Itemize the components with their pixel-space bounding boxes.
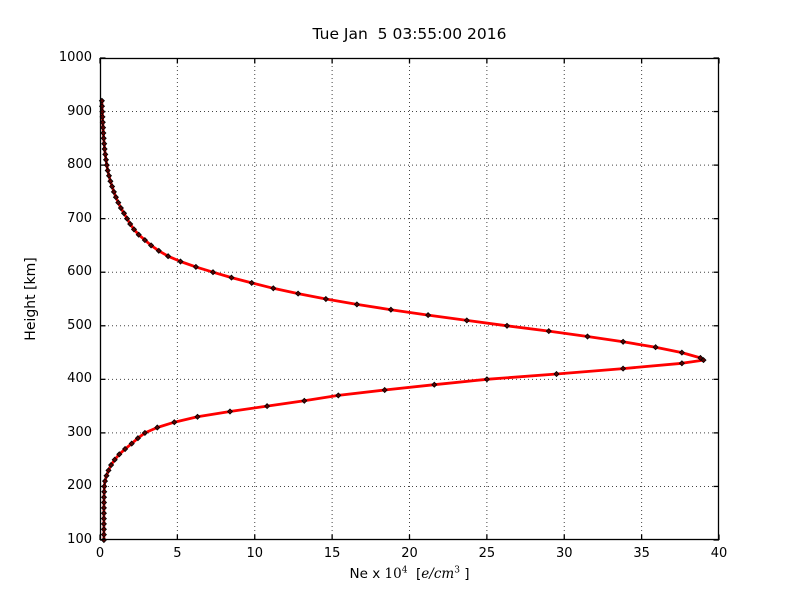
data-point-markers [98, 97, 707, 544]
x-tick-label: 5 [173, 546, 182, 561]
x-tick-label: 15 [323, 546, 341, 561]
x-tick-label: 40 [710, 546, 728, 561]
x-axis-label-exponent: 4 [401, 565, 408, 576]
y-tick-label: 400 [67, 371, 92, 387]
profile-line-chart [98, 57, 720, 544]
x-tick-label: 30 [555, 546, 573, 561]
y-tick-label: 100 [67, 532, 92, 547]
chart-title: Tue Jan 5 03:55:00 2016 [312, 25, 507, 43]
y-tick-label: 200 [67, 478, 92, 494]
data-line [100, 99, 705, 542]
x-axis-label: Ne x 104 [e/cm3 ] [100, 566, 719, 582]
x-tick-label: 20 [401, 546, 418, 561]
x-axis-label-units-exponent: 3 [454, 565, 460, 576]
y-tick-label: 700 [67, 210, 92, 226]
x-tick-label: 10 [246, 546, 264, 561]
y-tick-label: 300 [67, 424, 92, 440]
y-tick-label: 800 [67, 157, 92, 173]
y-tick-label: 500 [67, 317, 92, 333]
x-axis-label-text: Ne x [349, 566, 385, 582]
x-tick-label: 25 [478, 546, 496, 561]
x-axis-label-bracket-close: ] [459, 566, 470, 582]
axes-frame [99, 57, 720, 541]
x-tick-label: 0 [95, 546, 105, 561]
y-tick-label: 600 [67, 264, 92, 280]
y-tick-label: 900 [67, 103, 92, 119]
x-axis-label-units: e/cm [421, 566, 455, 582]
plot-area [98, 57, 720, 544]
y-tick-label: 1000 [58, 50, 92, 65]
x-tick-label: 35 [633, 546, 650, 561]
x-axis-label-bracket-open: [ [407, 566, 422, 582]
x-axis-label-base: 10 [384, 566, 402, 582]
